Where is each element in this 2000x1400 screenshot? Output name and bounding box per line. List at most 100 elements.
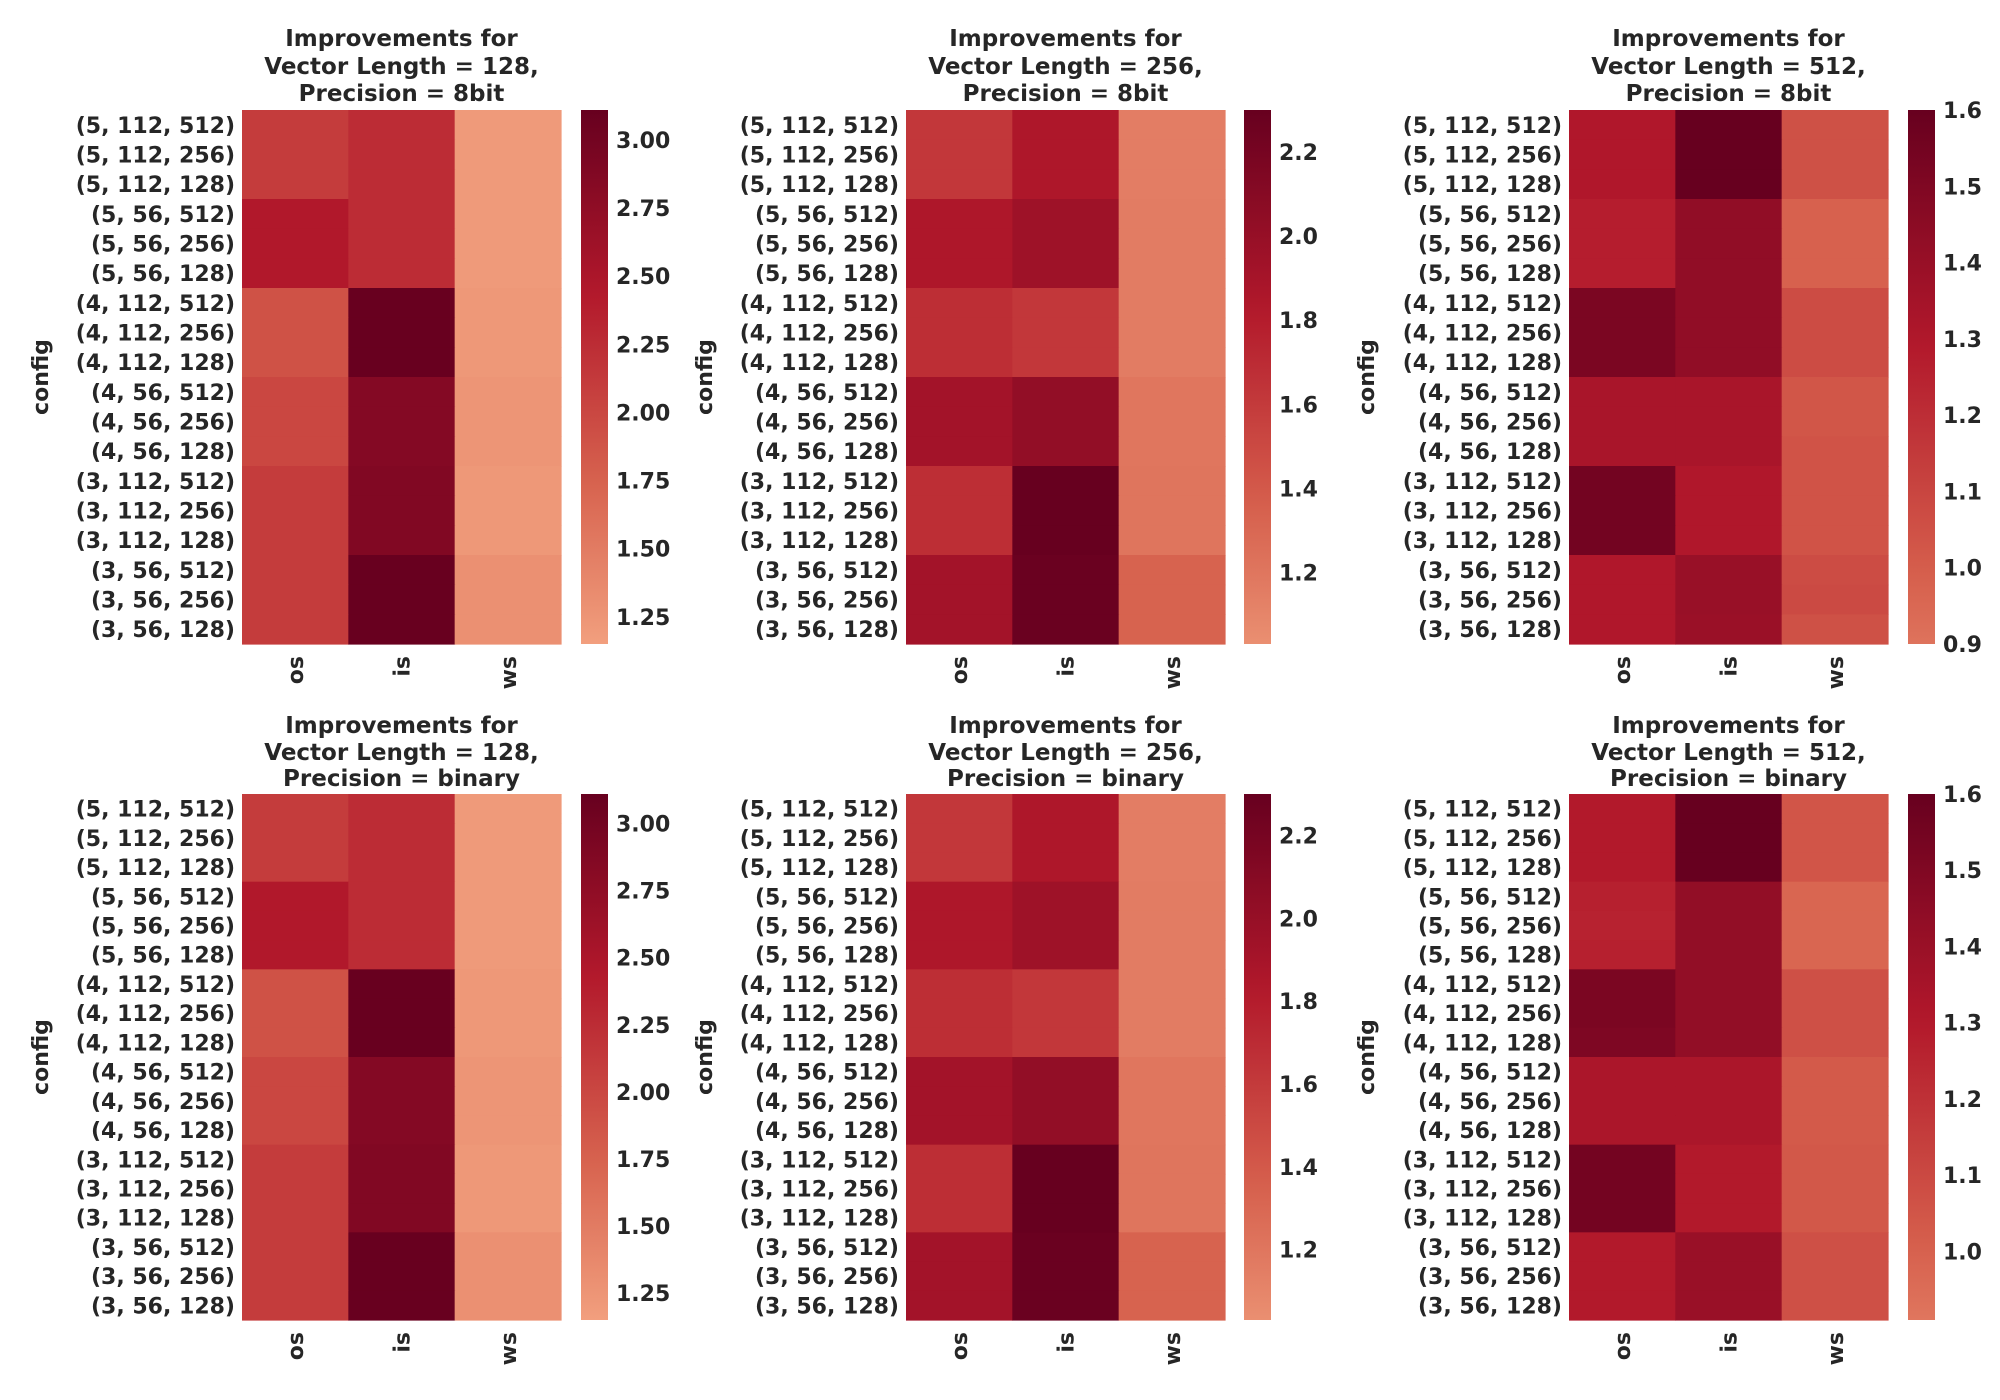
heatmap-cell: [1569, 794, 1676, 824]
chart-title-line: Vector Length = 256,: [928, 54, 1202, 80]
heatmap-cell: [454, 1290, 562, 1321]
y-tick-label: (5, 56, 128): [755, 262, 899, 287]
heatmap-cell: [242, 347, 349, 378]
heatmap-cell: [348, 1057, 456, 1087]
colorbar-tick-label: 2.00: [616, 401, 670, 426]
heatmap-cell: [1012, 228, 1120, 259]
heatmap-cell: [1012, 1173, 1120, 1204]
heatmap-cell: [1012, 288, 1120, 319]
heatmap-cell: [1012, 1203, 1120, 1233]
heatmap-cell: [1118, 525, 1226, 556]
y-tick-label: (3, 112, 256): [76, 1178, 235, 1203]
y-tick-label: (3, 56, 256): [755, 589, 899, 614]
colorbar-tick-label: 1.75: [616, 470, 670, 495]
heatmap-cell: [1012, 940, 1120, 970]
heatmap-cells: [906, 794, 1226, 1321]
y-tick-label: (3, 56, 128): [91, 618, 235, 643]
heatmap-cell: [348, 228, 456, 259]
heatmap-cell: [242, 823, 349, 854]
y-tick-label: (3, 112, 256): [740, 1178, 899, 1203]
heatmap-cell: [1675, 1144, 1783, 1175]
y-tick-label: (5, 112, 256): [740, 827, 899, 852]
y-tick-label: (4, 56, 128): [755, 1119, 899, 1144]
heatmap-cell: [1675, 1261, 1783, 1292]
heatmap-cell: [1118, 1261, 1226, 1292]
x-tick-label: ws: [1824, 656, 1849, 689]
heatmap-cell: [1675, 969, 1783, 1000]
heatmap-cell: [1781, 940, 1889, 970]
heatmap-cell: [1675, 1086, 1783, 1117]
heatmap-cell: [1118, 823, 1226, 854]
y-tick-label: (4, 56, 128): [91, 1119, 235, 1144]
heatmap-cell: [1569, 347, 1676, 378]
heatmap-cell: [1675, 584, 1783, 615]
chart-title-line: Improvements for: [1612, 713, 1845, 739]
y-tick-label: (4, 56, 512): [91, 1061, 235, 1086]
heatmap-cell: [906, 317, 1013, 348]
y-tick-label: (5, 56, 128): [91, 944, 235, 969]
heatmap-cell: [348, 258, 456, 289]
y-tick-label: (5, 56, 256): [1418, 915, 1562, 940]
heatmap-cell: [454, 969, 562, 1000]
heatmap-cell: [1675, 110, 1783, 141]
heatmap-cell: [454, 406, 562, 437]
heatmap-cell: [348, 1115, 456, 1146]
heatmap-cell: [1118, 110, 1226, 141]
heatmap-cell: [1569, 258, 1676, 289]
colorbar: [1908, 110, 1935, 644]
y-tick-label: (3, 56, 512): [755, 559, 899, 584]
heatmap-cell: [906, 614, 1013, 645]
heatmap-cell: [1569, 969, 1676, 1000]
y-tick-label: (4, 112, 256): [76, 322, 235, 347]
heatmap-cell: [1781, 436, 1889, 467]
heatmap-cells: [906, 110, 1226, 645]
heatmap-cell: [242, 466, 349, 497]
colorbar: [581, 110, 608, 644]
heatmap-cell: [906, 199, 1013, 230]
colorbar-tick-label: 1.6: [1943, 783, 1982, 808]
x-tick-label: ws: [497, 656, 522, 689]
chart-title-line: Vector Length = 256,: [928, 740, 1202, 766]
heatmap-cell: [1781, 199, 1889, 230]
heatmap-cell: [906, 584, 1013, 615]
heatmap-cell: [454, 1086, 562, 1117]
x-tick-label: is: [391, 656, 416, 677]
heatmap-cell: [906, 1203, 1013, 1233]
heatmap-cell: [348, 584, 456, 615]
heatmap-cell: [454, 614, 562, 645]
heatmap-cell: [906, 1290, 1013, 1321]
heatmap-cell: [242, 495, 349, 526]
colorbar-tick-label: 1.3: [1943, 1012, 1982, 1037]
heatmap-cell: [242, 228, 349, 259]
heatmap-cell: [454, 1144, 562, 1175]
y-tick-label: (3, 56, 512): [1418, 559, 1562, 584]
y-tick-label: (5, 56, 128): [1418, 262, 1562, 287]
colorbar-tick-label: 1.50: [616, 538, 670, 563]
heatmap-cell: [348, 466, 456, 497]
heatmap-cell: [906, 377, 1013, 408]
heatmap-cell: [348, 881, 456, 912]
heatmap-cell: [1569, 823, 1676, 854]
heatmap-cell: [1569, 228, 1676, 259]
heatmap-cell: [454, 1057, 562, 1087]
heatmap-cell: [348, 998, 456, 1029]
heatmap-cell: [1012, 969, 1120, 1000]
heatmap-cell: [1118, 614, 1226, 645]
heatmap-cell: [1012, 1261, 1120, 1292]
y-tick-label: (4, 56, 512): [1418, 381, 1562, 406]
heatmap-cell: [1675, 406, 1783, 437]
heatmap-cell: [1781, 288, 1889, 319]
heatmap-cell: [1569, 110, 1676, 141]
y-tick-label: (3, 112, 256): [1403, 500, 1562, 525]
y-tick-label: (4, 112, 512): [1403, 973, 1562, 998]
heatmap-cell: [1118, 466, 1226, 497]
y-axis-label: config: [1355, 1019, 1380, 1095]
y-tick-label: (3, 56, 512): [91, 559, 235, 584]
heatmap-cell: [1781, 525, 1889, 556]
x-tick-label: os: [1611, 656, 1636, 684]
heatmap-cell: [1012, 258, 1120, 289]
y-tick-label: (3, 112, 512): [740, 1148, 899, 1173]
colorbar-tick-label: 1.50: [616, 1215, 670, 1240]
y-tick-label: (4, 112, 128): [1403, 351, 1562, 376]
